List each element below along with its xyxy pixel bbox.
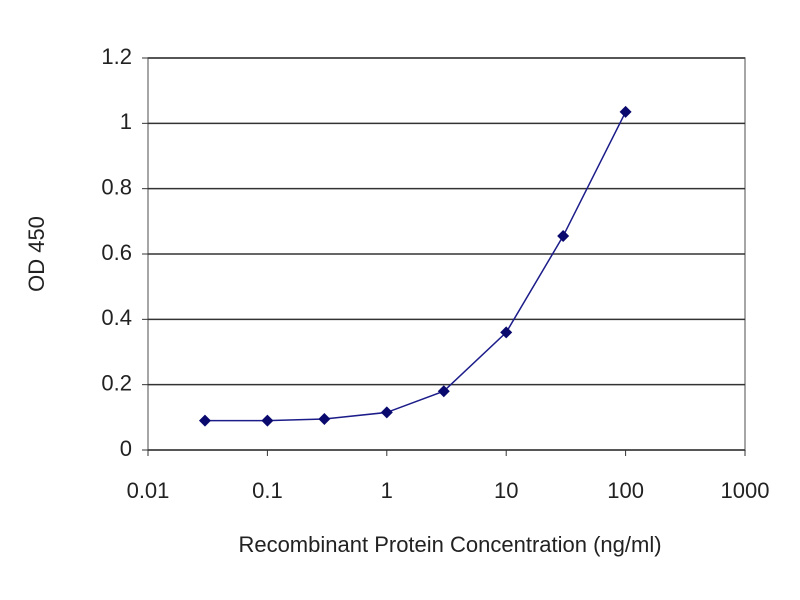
data-point — [619, 105, 632, 118]
x-tick-label: 1 — [381, 478, 393, 503]
y-tick-label: 0.4 — [101, 305, 132, 330]
x-axis-title: Recombinant Protein Concentration (ng/ml… — [238, 532, 661, 557]
y-tick-label: 0.2 — [101, 370, 132, 395]
y-tick-label: 0.8 — [101, 174, 132, 199]
y-tick-label: 1 — [120, 109, 132, 134]
y-axis-title: OD 450 — [24, 216, 49, 292]
x-tick-label: 1000 — [721, 478, 770, 503]
y-tick-label: 0.6 — [101, 240, 132, 265]
data-point — [557, 230, 570, 243]
data-point — [437, 385, 450, 398]
x-tick-label: 0.01 — [127, 478, 170, 503]
y-tick-label: 1.2 — [101, 44, 132, 69]
y-tick-label: 0 — [120, 436, 132, 461]
data-point — [318, 412, 331, 425]
series-line — [204, 111, 627, 422]
data-point — [198, 414, 211, 427]
data-point — [261, 414, 274, 427]
data-point — [380, 406, 393, 419]
x-tick-label: 10 — [494, 478, 518, 503]
data-point — [500, 326, 513, 339]
x-tick-label: 100 — [607, 478, 644, 503]
x-tick-label: 0.1 — [252, 478, 283, 503]
